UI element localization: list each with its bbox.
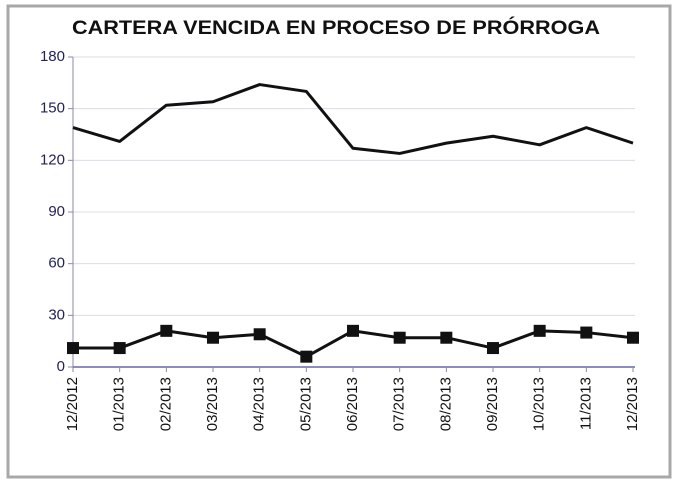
point-marker — [253, 328, 266, 341]
point-marker — [207, 331, 219, 344]
y-tick-label: 150 — [40, 100, 65, 117]
point-marker — [300, 350, 313, 363]
point-marker — [113, 342, 126, 355]
series-line — [72, 83, 634, 155]
point-marker — [160, 324, 173, 337]
x-tick-label: 11/2013 — [577, 377, 594, 430]
chart-title: CARTERA VENCIDA EN PROCESO DE PRÓRROGA — [72, 17, 600, 39]
x-tick-label: 04/2013 — [251, 377, 268, 431]
x-tick-label: 08/2013 — [437, 377, 454, 431]
x-tick-label: 09/2013 — [484, 377, 501, 431]
y-tick-label: 60 — [48, 255, 65, 272]
x-tick-label: 12/2012 — [64, 377, 81, 431]
y-tick-label: 30 — [48, 306, 65, 323]
x-tick-label: 12/2013 — [624, 377, 641, 431]
point-marker — [347, 324, 359, 337]
y-tick-label: 0 — [57, 358, 65, 375]
x-tick-label: 01/2013 — [111, 377, 128, 431]
point-marker — [627, 331, 639, 344]
point-marker — [487, 342, 499, 355]
y-tick-label: 90 — [48, 203, 65, 220]
point-marker — [533, 324, 546, 337]
x-tick-label: 10/2013 — [531, 377, 548, 431]
x-tick-label: 07/2013 — [391, 377, 408, 431]
point-marker — [440, 331, 453, 344]
frame — [6, 4, 672, 479]
point-marker — [67, 342, 79, 355]
point-marker — [580, 326, 593, 339]
x-tick-label: 03/2013 — [204, 377, 221, 431]
x-tick-label: 05/2013 — [297, 377, 314, 431]
y-tick-label: 180 — [40, 48, 65, 65]
y-tick-label: 120 — [40, 151, 65, 168]
x-tick-label: 06/2013 — [344, 377, 361, 431]
point-marker — [393, 331, 406, 344]
x-tick-label: 02/2013 — [157, 377, 174, 431]
